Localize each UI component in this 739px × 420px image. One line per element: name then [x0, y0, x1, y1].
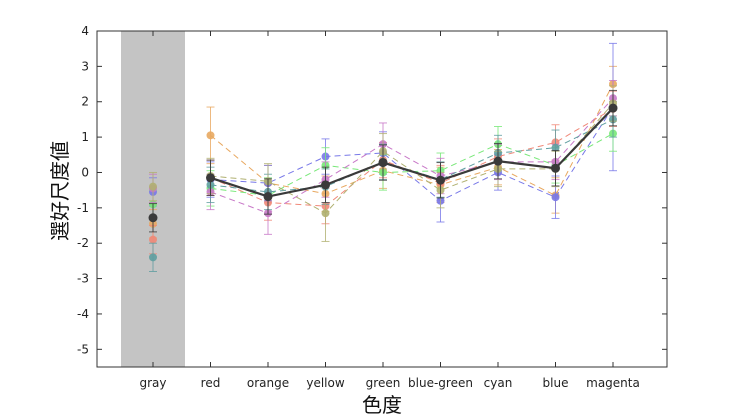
- x-tick-label-blue: blue: [543, 376, 569, 390]
- data-point: [149, 253, 157, 262]
- mean-point: [321, 180, 330, 190]
- series-line: [210, 106, 614, 202]
- y-tick-label: -4: [77, 307, 89, 321]
- y-tick-label: 4: [81, 24, 89, 38]
- series-line: [210, 133, 614, 196]
- series-line: [210, 97, 614, 214]
- mean-series: [148, 89, 618, 233]
- data-point: [206, 131, 215, 140]
- x-tick-label-blue-green: blue-green: [408, 376, 473, 390]
- mean-series-layer: [148, 89, 618, 233]
- y-tick-label: -2: [77, 236, 89, 250]
- y-tick-label: 2: [81, 95, 89, 109]
- x-tick-label-red: red: [201, 376, 221, 390]
- x-tick-label-magenta: magenta: [586, 376, 640, 390]
- y-tick-label: 1: [81, 130, 89, 144]
- data-point: [321, 209, 330, 218]
- y-tick-label: -3: [77, 272, 89, 286]
- y-tick-label: -5: [77, 342, 89, 356]
- series-line: [210, 83, 614, 197]
- x-axis-title: 色度: [362, 393, 402, 417]
- mean-point: [493, 156, 503, 166]
- mean-point: [436, 175, 445, 185]
- mean-point: [378, 158, 388, 168]
- x-axis: gray red orange yellow green blue-green cyan bl…: [139, 31, 640, 390]
- x-tick-label-green: green: [366, 376, 401, 390]
- y-tick-label: -1: [77, 201, 89, 215]
- mean-series-line: [210, 107, 614, 198]
- y-tick-label: 3: [81, 59, 89, 73]
- data-point: [551, 193, 560, 202]
- y-axis-title: 選好尺度値: [48, 141, 72, 241]
- data-point: [149, 182, 157, 191]
- plot-frame: [96, 30, 668, 368]
- x-tick-label-gray: gray: [139, 376, 166, 390]
- mean-point: [608, 103, 618, 113]
- y-axis: -5 -4 -3 -2 -1 0 1 2 3 4: [77, 24, 667, 356]
- y-tick-label: 0: [81, 165, 89, 179]
- data-point: [149, 235, 157, 244]
- mean-point: [148, 213, 158, 223]
- mean-point: [551, 163, 560, 173]
- x-tick-label-cyan: cyan: [484, 376, 513, 390]
- x-tick-label-orange: orange: [247, 376, 289, 390]
- x-tick-label-yellow: yellow: [306, 376, 344, 390]
- data-point: [551, 143, 560, 152]
- mean-point: [263, 192, 273, 202]
- mean-point: [206, 173, 215, 183]
